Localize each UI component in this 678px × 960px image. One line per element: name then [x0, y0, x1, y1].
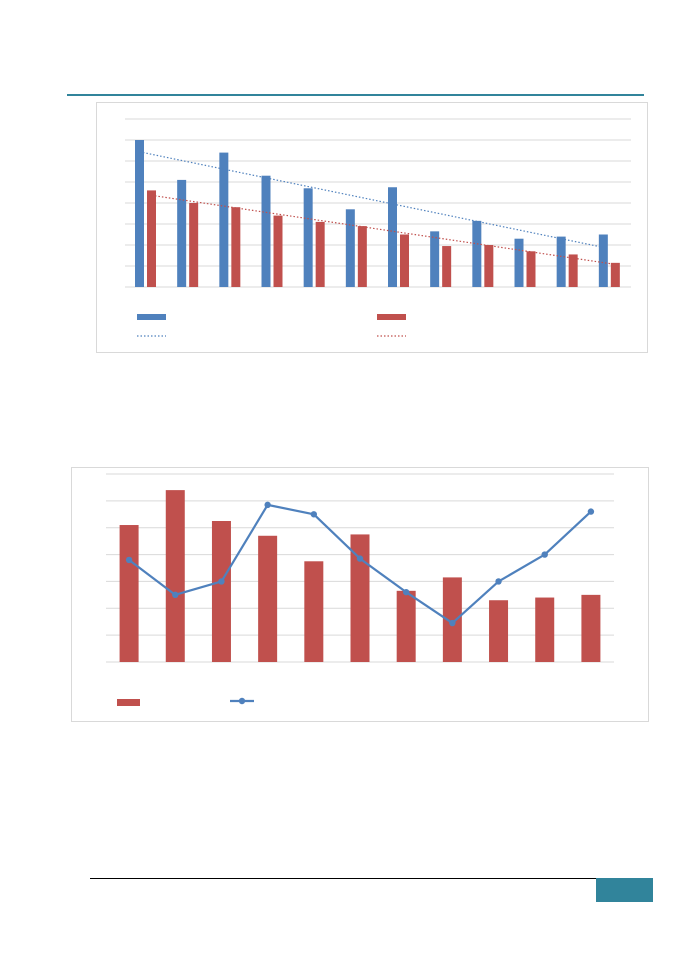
bar: [304, 561, 324, 662]
line-point: [402, 588, 410, 596]
bar: [396, 590, 416, 662]
footer-rule: [90, 878, 597, 879]
line-point: [125, 556, 133, 564]
bar: [231, 207, 241, 287]
line-point: [356, 555, 364, 562]
bar: [489, 600, 509, 662]
bar: [357, 226, 367, 287]
trendline: [139, 151, 604, 248]
bar: [303, 188, 313, 287]
bar: [442, 577, 462, 662]
line-point: [541, 551, 548, 558]
bar: [442, 246, 452, 287]
line-point: [495, 578, 502, 585]
chart-2-svg: [106, 473, 614, 706]
line-point: [264, 501, 271, 509]
line-point: [587, 508, 595, 515]
header-rule: [67, 94, 644, 96]
legend-marker: [238, 697, 246, 705]
legend-swatch: [117, 699, 140, 706]
chart-1-svg: [125, 118, 631, 337]
bar: [119, 525, 139, 662]
bar: [388, 187, 397, 287]
legend-swatch: [377, 314, 406, 320]
bar: [514, 238, 524, 287]
bar: [472, 220, 482, 287]
page-number-tab: [596, 878, 653, 902]
bar: [610, 262, 620, 287]
bar: [189, 203, 199, 287]
bar: [211, 521, 231, 662]
bar: [261, 175, 271, 287]
legend-swatch: [137, 314, 166, 320]
bar-line-combo-chart: [71, 467, 649, 722]
bar: [177, 179, 187, 287]
bar: [219, 152, 229, 287]
bar: [556, 236, 566, 287]
bar: [526, 251, 536, 287]
bar: [581, 594, 601, 662]
bar: [484, 245, 494, 287]
bar: [400, 234, 409, 287]
bar: [258, 535, 278, 662]
line-point: [172, 591, 179, 599]
line-point: [310, 511, 318, 518]
line-point: [218, 578, 225, 585]
bar: [315, 221, 325, 287]
bar: [350, 534, 370, 662]
bar: [535, 597, 555, 662]
bar: [598, 234, 608, 287]
bar: [430, 231, 440, 287]
trendline: [151, 194, 616, 266]
bar: [165, 490, 185, 662]
bar: [568, 254, 578, 287]
bar-chart-with-trendlines: [96, 102, 648, 353]
bar: [135, 140, 144, 287]
bar: [273, 215, 283, 287]
line-point: [449, 619, 456, 627]
bar: [345, 209, 355, 287]
bar: [147, 190, 156, 287]
